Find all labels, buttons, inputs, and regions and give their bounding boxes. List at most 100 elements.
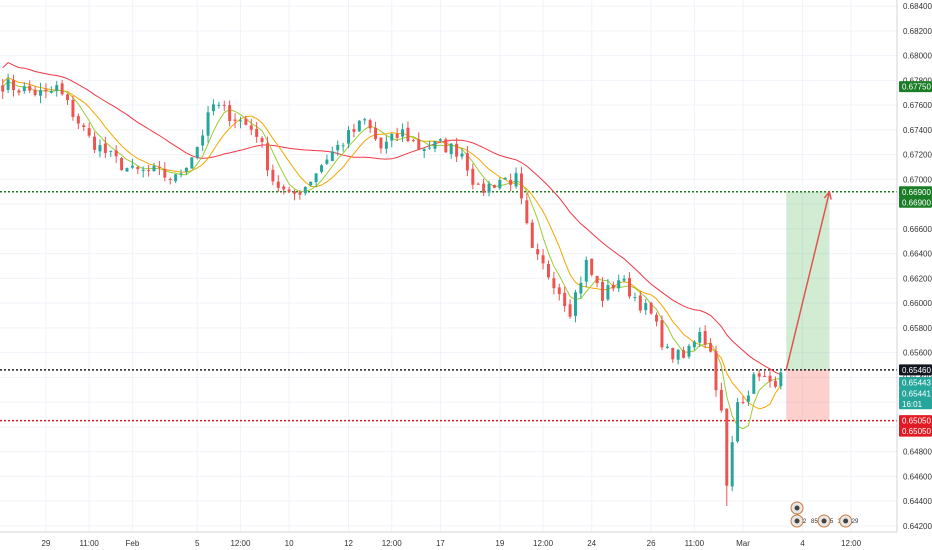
price-badge-label: 0.66900 [902,198,931,207]
horizontal-levels [0,191,897,422]
candle-body [552,278,556,289]
candle-body [352,129,356,132]
candle-body [222,104,226,106]
y-tick-label: 0.64800 [903,448,932,457]
candle-body [168,178,172,180]
x-tick-label: Mar [736,539,750,548]
time-axis[interactable]: 29 11:00 Feb 5 12:00 10 12 12:00 17 19 12:00 24 26 11… [41,539,861,548]
candle-body [530,222,534,248]
candle-body [498,180,502,189]
candle-body [460,153,464,157]
arrow-head[interactable] [823,190,832,200]
arrow-line[interactable] [785,191,831,371]
price-badge-bg [899,186,932,198]
candle-body [71,99,75,118]
candle-body [76,116,80,124]
event-marker[interactable]: 2 85 [790,514,818,528]
candle-body [293,191,296,194]
event-marker[interactable] [790,501,804,515]
candle-body [341,145,345,147]
price-badge-label: 0.66900 [902,188,931,197]
chart-grid [0,0,897,532]
x-tick-label: 5 [195,539,200,548]
candle-body [357,120,361,132]
event-label: 29 [852,519,859,525]
candle-body [395,133,399,138]
candle-body [752,374,756,394]
y-tick-label: 0.66200 [903,274,932,283]
candle-body [714,351,718,391]
event-marker[interactable]: 53 [817,514,842,528]
candle-body [249,125,253,130]
x-tick-label: 10 [285,539,294,548]
candle-body [87,128,91,136]
x-tick-label: 24 [587,539,596,548]
price-badge: 0.65050 [899,425,932,437]
candle-body [265,143,269,171]
candle-body [60,83,64,95]
x-tick-label: 12:00 [382,539,403,548]
candle-body [692,341,696,348]
candle-body [546,264,550,278]
moving-average-line [2,61,782,376]
candle-body [157,166,161,168]
candle-body [125,168,129,172]
candle-body [449,143,453,155]
candle-body [147,170,151,172]
candle-body [130,165,134,168]
candle-body [368,120,372,129]
candle-body [482,183,486,193]
y-tick-label: 0.65600 [903,349,932,358]
candle-body [233,119,237,121]
candle-body [28,85,32,91]
candle-body [211,104,215,112]
candle-body [17,90,21,93]
candle-body [255,128,259,137]
candle-body [601,281,604,301]
price-badge-label: 0.65443 [902,379,931,388]
price-badge-label: 0.65441 [902,389,931,398]
event-marker[interactable]: 29 [839,514,859,528]
y-tick-label: 0.68000 [903,52,932,61]
candle-body [736,402,740,442]
x-tick-label: 19 [495,539,504,548]
candle-body [282,186,286,190]
candle-body [525,200,529,224]
candle-body [719,389,723,411]
candlesticks [1,73,783,507]
stop-zone[interactable] [786,369,830,421]
candle-body [433,140,437,149]
candle-body [611,284,615,289]
candle-body [730,442,734,487]
y-tick-label: 0.67200 [903,151,932,160]
candle-body [573,292,577,316]
candle-body [687,345,691,357]
y-tick-label: 0.68200 [903,27,932,36]
candle-body [190,157,194,169]
event-markers[interactable]: 2 8553 29 [790,501,859,528]
candle-body [438,139,442,141]
price-badge: 0.65460 [899,364,932,376]
candle-body [638,295,642,311]
price-badge: 0.65443 [899,377,932,389]
candle-body [374,127,378,140]
price-badge-label: 0.65050 [902,427,931,436]
candle-body [114,150,118,157]
candle-body [330,151,334,162]
candle-body [703,331,707,345]
projection-arrow[interactable] [785,190,832,371]
candle-body [298,192,302,195]
candle-body [320,165,324,172]
candle-body [709,343,713,352]
price-badge: 16:01 [899,398,932,410]
price-badge: 0.65050 [899,415,932,427]
candle-body [49,90,53,93]
candle-body [238,120,242,122]
long-position-tool[interactable] [786,191,830,421]
candle-body [201,135,205,146]
x-tick-label: 12:00 [533,539,554,548]
candle-body [12,80,15,91]
candle-body [779,372,783,387]
event-dot [794,505,800,511]
